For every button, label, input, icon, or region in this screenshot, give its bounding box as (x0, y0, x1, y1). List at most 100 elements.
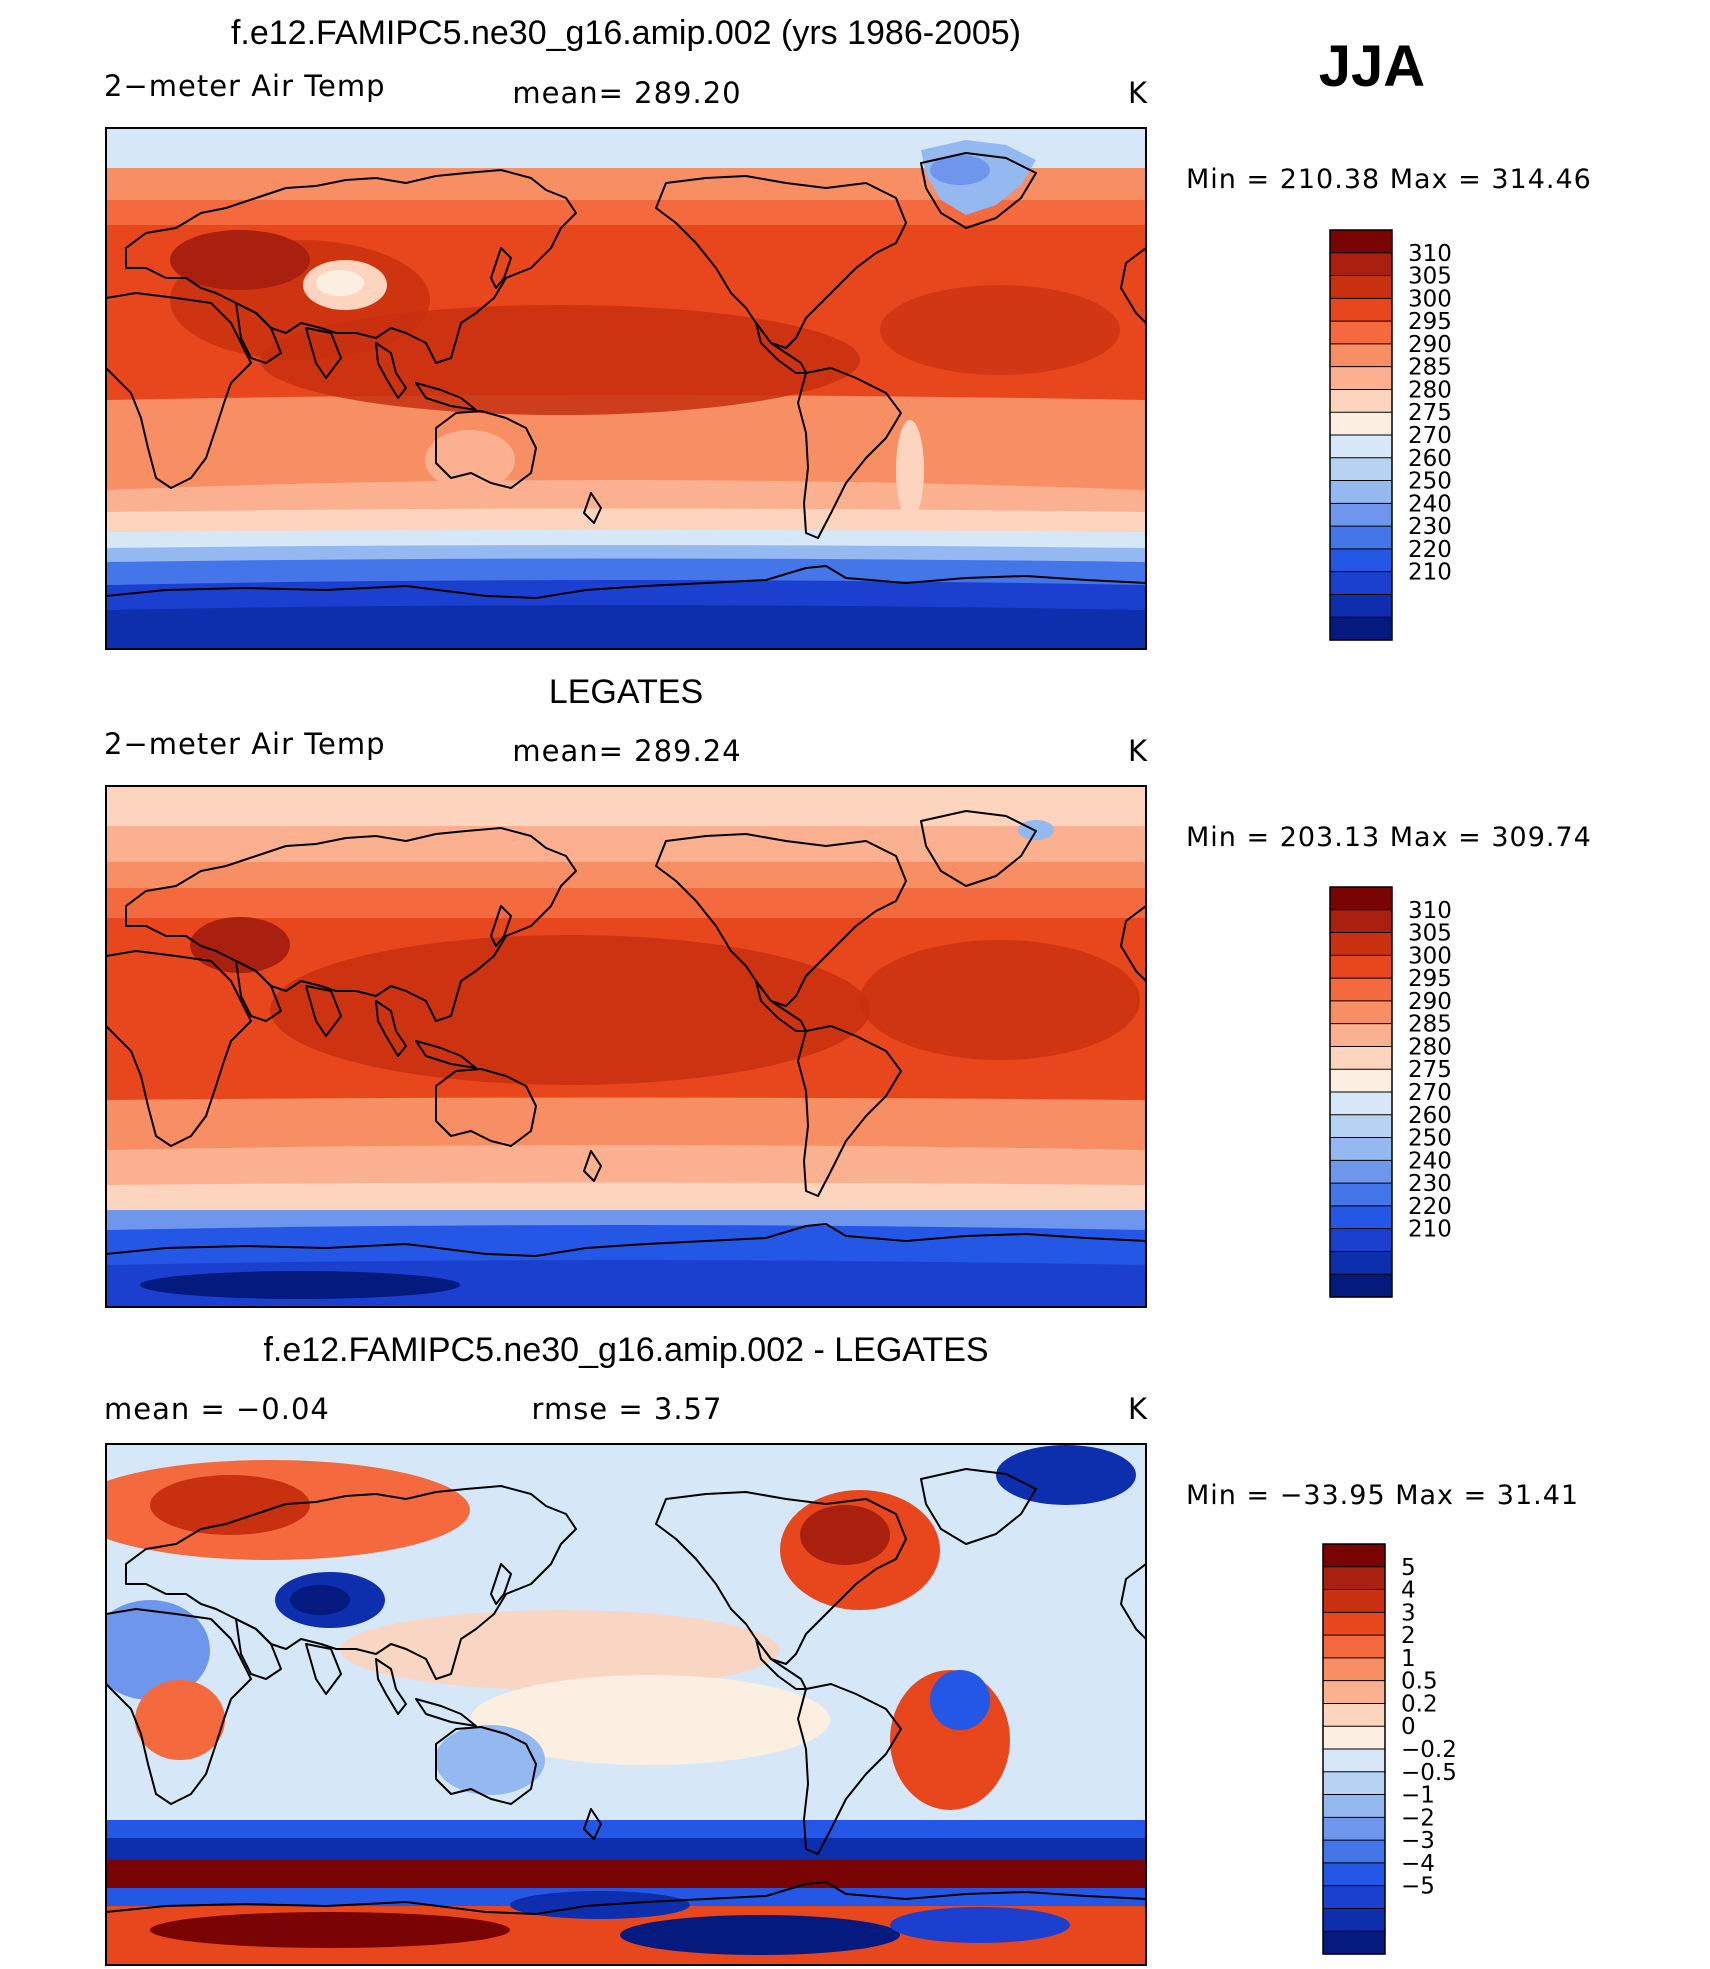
colorbar-tick-label: −4 (1401, 1851, 1435, 1877)
colorbar-tick-label: 240 (1408, 491, 1452, 517)
mean-label: mean = −0.04 (104, 1392, 330, 1426)
mean-label: mean= 289.20 (512, 76, 741, 110)
colorbar-tick-label: −0.2 (1401, 1737, 1457, 1763)
colorbar-tick-label: 290 (1408, 332, 1452, 358)
variable-label: 2−meter Air Temp (104, 727, 386, 761)
colorbar-swatch (1330, 909, 1392, 934)
colorbar-swatch (1330, 1205, 1392, 1230)
colorbar-swatch (1330, 412, 1392, 436)
colorbar-swatch (1323, 1680, 1385, 1705)
colorbar-swatch (1323, 1703, 1385, 1727)
colorbar-tick-label: 300 (1408, 286, 1452, 312)
colorbar-swatch (1323, 1885, 1385, 1910)
colorbar-tick-label: 270 (1408, 423, 1452, 449)
colorbar-swatch (1330, 480, 1392, 504)
colorbar-swatch (1323, 1612, 1385, 1636)
colorbar-tick-label: 275 (1408, 1057, 1452, 1083)
colorbar-tick-label: 250 (1408, 469, 1452, 495)
colorbar-tick-label: 285 (1408, 355, 1452, 381)
colorbar-swatch (1330, 389, 1392, 413)
colorbar-tick-label: 0.5 (1401, 1669, 1438, 1695)
units-label: K (1128, 1392, 1148, 1426)
colorbar-swatch (1330, 435, 1392, 459)
colorbar-swatch (1323, 1931, 1385, 1955)
colorbar-swatch (1330, 366, 1392, 391)
colorbar-frame (1322, 1543, 1386, 1955)
colorbar-swatch (1330, 1114, 1392, 1139)
colorbar-tick-label: 290 (1408, 989, 1452, 1015)
colorbar-swatch (1330, 1274, 1392, 1298)
colorbar-swatch (1330, 230, 1392, 254)
colorbar-swatch (1330, 252, 1392, 277)
panel-difference: f.e12.FAMIPC5.ne30_g16.amip.002 - LEGATE… (104, 1331, 1579, 1966)
map-frame (105, 127, 1147, 650)
colorbar-tick-label: 305 (1408, 264, 1452, 290)
minmax-label: Min = −33.95 Max = 31.41 (1186, 1480, 1579, 1511)
panel-model: f.e12.FAMIPC5.ne30_g16.amip.002 (yrs 198… (104, 14, 1592, 650)
colorbar-swatch (1330, 457, 1392, 482)
colorbar-swatch (1323, 1817, 1385, 1841)
colorbar-tick-label: 275 (1408, 400, 1452, 426)
colorbar-swatch (1330, 1251, 1392, 1275)
colorbar-tick-label: 2 (1401, 1623, 1416, 1649)
colorbar-swatch (1330, 1228, 1392, 1253)
colorbar-swatch (1323, 1635, 1385, 1659)
colorbar-tick-label: −0.5 (1401, 1760, 1457, 1786)
colorbar-swatch (1323, 1794, 1385, 1818)
colorbar-tick-label: 280 (1408, 1034, 1452, 1060)
colorbar-tick-label: 260 (1408, 446, 1452, 472)
colorbar-frame (1329, 886, 1393, 1298)
colorbar-swatch (1323, 1726, 1385, 1750)
colorbar-tick-label: 295 (1408, 966, 1452, 992)
colorbar-tick-label: 210 (1408, 560, 1452, 586)
colorbar-swatch (1330, 503, 1392, 527)
colorbar-swatch (1330, 275, 1392, 299)
colorbar-swatch (1330, 1069, 1392, 1093)
colorbar-tick-label: 280 (1408, 377, 1452, 403)
colorbar-swatch (1323, 1749, 1385, 1773)
season-label: JJA (1319, 34, 1425, 99)
colorbar-swatch (1330, 887, 1392, 911)
panel-title: f.e12.FAMIPC5.ne30_g16.amip.002 - LEGATE… (263, 1331, 988, 1369)
colorbar-tick-label: 4 (1401, 1578, 1416, 1604)
colorbar-frame (1329, 229, 1393, 641)
colorbar-tick-label: 310 (1408, 898, 1452, 924)
colorbar-swatch (1323, 1771, 1385, 1796)
colorbar-tick-label: 220 (1408, 537, 1452, 563)
colorbar-tick-label: 230 (1408, 1171, 1452, 1197)
colorbar-swatch (1330, 1023, 1392, 1048)
colorbar-tick-label: 310 (1408, 241, 1452, 267)
colorbar-swatch (1330, 1046, 1392, 1070)
colorbar-tick-label: 230 (1408, 514, 1452, 540)
mean-label: mean= 289.24 (512, 734, 741, 768)
colorbar-swatch (1330, 1000, 1392, 1025)
colorbar-tick-label: −1 (1401, 1783, 1435, 1809)
colorbar-tick-label: −3 (1401, 1828, 1435, 1854)
colorbar-tick-label: 295 (1408, 309, 1452, 335)
colorbar-swatch (1330, 955, 1392, 979)
colorbar-tick-label: 260 (1408, 1103, 1452, 1129)
colorbar-swatch (1330, 298, 1392, 322)
colorbar-swatch (1330, 932, 1392, 956)
temperature-map (106, 786, 1146, 1307)
colorbar-swatch (1323, 1840, 1385, 1864)
colorbar-tick-label: 300 (1408, 943, 1452, 969)
minmax-label: Min = 203.13 Max = 309.74 (1186, 822, 1592, 853)
colorbar-tick-label: 240 (1408, 1148, 1452, 1174)
colorbar-swatch (1330, 1160, 1392, 1184)
colorbar: 3103053002952902852802752702602502402302… (1329, 229, 1452, 641)
colorbar-tick-label: 220 (1408, 1194, 1452, 1220)
panel-title: f.e12.FAMIPC5.ne30_g16.amip.002 (yrs 198… (231, 14, 1021, 52)
colorbar-swatch (1330, 1137, 1392, 1161)
map-frame (105, 785, 1147, 1308)
rmse-label: rmse = 3.57 (532, 1392, 723, 1426)
minmax-label: Min = 210.38 Max = 314.46 (1186, 164, 1592, 195)
colorbar-swatch (1323, 1544, 1385, 1568)
colorbar-tick-label: −5 (1401, 1874, 1435, 1900)
difference-map (106, 1444, 1146, 1965)
units-label: K (1128, 76, 1148, 110)
colorbar-swatch (1330, 617, 1392, 641)
colorbar-swatch (1323, 1862, 1385, 1887)
colorbar-swatch (1323, 1908, 1385, 1932)
panel-obs: LEGATES 2−meter Air Temp mean= 289.24 K … (104, 673, 1592, 1308)
